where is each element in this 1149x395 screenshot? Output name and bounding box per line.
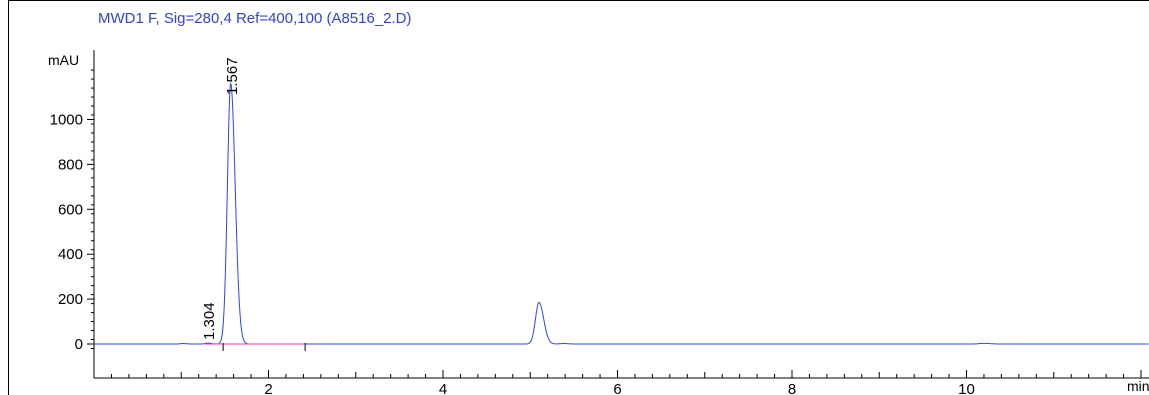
x-tick-label: 6 (613, 381, 621, 395)
peak-label: 1.567 (224, 57, 241, 95)
y-axis-label: mAU (48, 52, 79, 68)
x-tick-label: 8 (788, 381, 796, 395)
peak-label: 1.304 (201, 302, 218, 340)
frame-top-border (8, 0, 1149, 1)
chart-title: MWD1 F, Sig=280,4 Ref=400,100 (A8516_2.D… (98, 10, 412, 27)
signal-trace (94, 82, 1149, 345)
frame-left-border (8, 0, 9, 395)
y-tick-label: 800 (58, 156, 83, 173)
y-tick-label: 600 (58, 201, 83, 218)
y-tick-label: 0 (75, 336, 83, 353)
x-tick-label: 2 (264, 381, 272, 395)
x-tick-label: 10 (958, 381, 975, 395)
y-tick-label: 1000 (50, 112, 83, 129)
y-tick-label: 200 (58, 291, 83, 308)
y-tick-label: 400 (58, 246, 83, 263)
x-axis-label: min (1127, 378, 1149, 394)
x-tick-label: 4 (439, 381, 447, 395)
